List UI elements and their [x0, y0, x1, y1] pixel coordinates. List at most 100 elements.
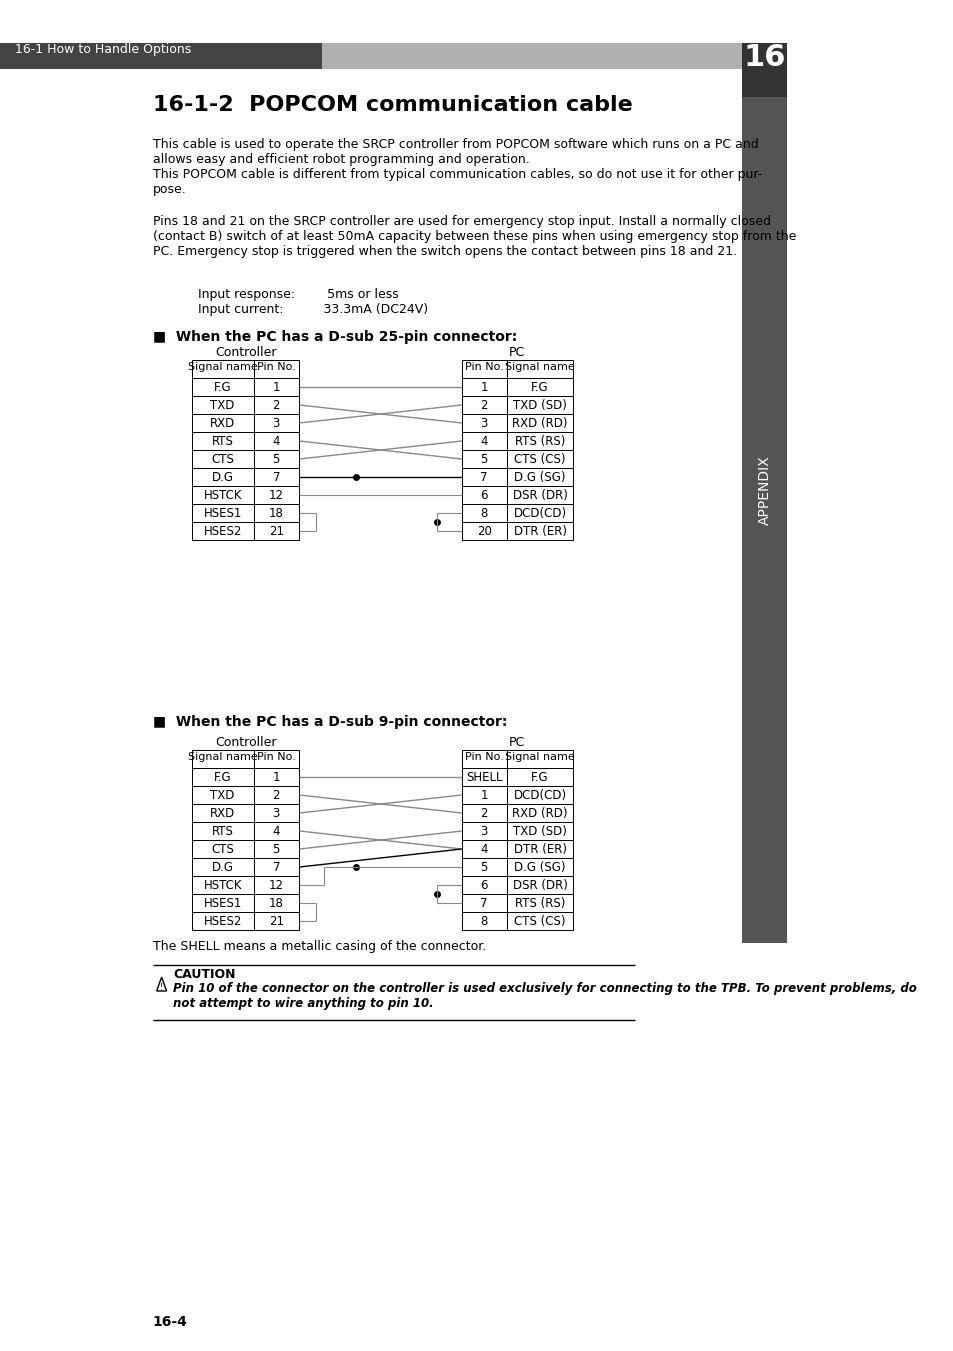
- Text: CTS (CS): CTS (CS): [514, 453, 565, 466]
- Bar: [507, 378, 573, 396]
- Bar: [461, 912, 507, 929]
- Bar: [192, 467, 253, 486]
- Bar: [0, 43, 321, 69]
- Text: HSES1: HSES1: [203, 507, 242, 520]
- Bar: [192, 875, 253, 894]
- Bar: [461, 432, 507, 450]
- Text: 8: 8: [480, 507, 487, 520]
- Text: PC: PC: [508, 736, 525, 748]
- Text: 21: 21: [269, 526, 283, 538]
- Bar: [507, 450, 573, 467]
- Bar: [253, 450, 299, 467]
- Text: 2: 2: [273, 399, 280, 412]
- Text: DCD(CD): DCD(CD): [513, 789, 566, 802]
- Text: Input response:        5ms or less: Input response: 5ms or less: [197, 288, 398, 301]
- Bar: [507, 821, 573, 840]
- Text: 16-1 How to Handle Options: 16-1 How to Handle Options: [15, 43, 191, 55]
- Bar: [253, 875, 299, 894]
- Bar: [461, 840, 507, 858]
- Text: RTS (RS): RTS (RS): [515, 435, 565, 449]
- Text: 1: 1: [479, 381, 487, 394]
- Bar: [192, 894, 253, 912]
- Text: 7: 7: [479, 897, 487, 911]
- Bar: [461, 486, 507, 504]
- Bar: [507, 912, 573, 929]
- Bar: [192, 359, 253, 378]
- Bar: [192, 858, 253, 875]
- Text: 4: 4: [479, 843, 487, 857]
- Text: Pin 10 of the connector on the controller is used exclusively for connecting to : Pin 10 of the connector on the controlle…: [173, 982, 916, 1011]
- Bar: [192, 378, 253, 396]
- Text: 1: 1: [479, 789, 487, 802]
- Bar: [507, 521, 573, 540]
- Text: 20: 20: [476, 526, 491, 538]
- Text: Pin No.: Pin No.: [464, 362, 503, 372]
- Text: Signal name: Signal name: [188, 362, 257, 372]
- Bar: [507, 432, 573, 450]
- Text: 5: 5: [480, 861, 487, 874]
- Bar: [192, 804, 253, 821]
- Bar: [461, 875, 507, 894]
- Text: 21: 21: [269, 915, 283, 928]
- Bar: [192, 767, 253, 786]
- Bar: [192, 750, 253, 767]
- Bar: [253, 858, 299, 875]
- Bar: [507, 504, 573, 521]
- Bar: [192, 521, 253, 540]
- Text: 8: 8: [480, 915, 487, 928]
- Bar: [253, 767, 299, 786]
- Text: 6: 6: [479, 880, 487, 892]
- Bar: [507, 396, 573, 413]
- Text: RXD: RXD: [210, 807, 235, 820]
- Text: ■  When the PC has a D-sub 9-pin connector:: ■ When the PC has a D-sub 9-pin connecto…: [152, 715, 506, 730]
- Bar: [461, 821, 507, 840]
- Text: 1: 1: [273, 771, 280, 784]
- Text: This cable is used to operate the SRCP controller from POPCOM software which run: This cable is used to operate the SRCP c…: [152, 138, 761, 196]
- Bar: [321, 43, 786, 69]
- Bar: [461, 750, 507, 767]
- Text: APPENDIX: APPENDIX: [757, 455, 771, 524]
- Bar: [253, 750, 299, 767]
- Bar: [253, 912, 299, 929]
- Bar: [461, 378, 507, 396]
- Bar: [461, 894, 507, 912]
- Text: 16: 16: [742, 43, 785, 72]
- Bar: [507, 413, 573, 432]
- Text: PC: PC: [508, 346, 525, 359]
- Text: TXD (SD): TXD (SD): [513, 399, 566, 412]
- Text: HSTCK: HSTCK: [203, 880, 242, 892]
- Text: 4: 4: [273, 825, 280, 838]
- Bar: [461, 359, 507, 378]
- Text: D.G: D.G: [212, 471, 233, 484]
- Text: Signal name: Signal name: [505, 753, 575, 762]
- Text: CTS (CS): CTS (CS): [514, 915, 565, 928]
- Text: F.G: F.G: [531, 771, 548, 784]
- Text: 1: 1: [273, 381, 280, 394]
- Bar: [461, 767, 507, 786]
- Text: 3: 3: [480, 825, 487, 838]
- Text: DCD(CD): DCD(CD): [513, 507, 566, 520]
- Bar: [507, 486, 573, 504]
- Text: 7: 7: [273, 861, 280, 874]
- Text: RXD (RD): RXD (RD): [512, 417, 567, 430]
- Text: 18: 18: [269, 507, 283, 520]
- Text: Controller: Controller: [214, 346, 276, 359]
- Text: 2: 2: [273, 789, 280, 802]
- Bar: [461, 396, 507, 413]
- Bar: [507, 359, 573, 378]
- Bar: [253, 432, 299, 450]
- Text: D.G (SG): D.G (SG): [514, 861, 565, 874]
- Bar: [253, 486, 299, 504]
- Text: HSES2: HSES2: [203, 915, 242, 928]
- Text: 4: 4: [479, 435, 487, 449]
- Text: 3: 3: [273, 417, 279, 430]
- Bar: [192, 821, 253, 840]
- Bar: [253, 359, 299, 378]
- Bar: [192, 786, 253, 804]
- Bar: [253, 821, 299, 840]
- Text: 2: 2: [479, 399, 487, 412]
- Text: 3: 3: [480, 417, 487, 430]
- Bar: [253, 467, 299, 486]
- Text: DSR (DR): DSR (DR): [512, 880, 567, 892]
- Text: TXD: TXD: [211, 789, 234, 802]
